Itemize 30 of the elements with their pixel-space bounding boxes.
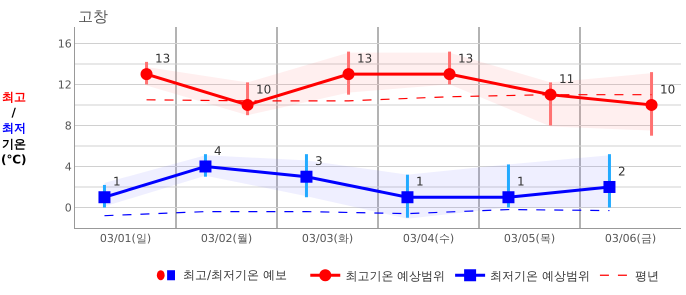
data-label: 3 bbox=[314, 154, 323, 168]
y-tick-label: 12 bbox=[58, 78, 72, 92]
x-tick-label: 03/03(화) bbox=[302, 232, 354, 246]
y-tick-label: 8 bbox=[64, 119, 72, 132]
y-tick-label: 4 bbox=[64, 160, 72, 174]
data-label: 13 bbox=[458, 52, 474, 66]
chart-title: 고창 bbox=[78, 7, 108, 26]
data-label: 4 bbox=[214, 144, 222, 158]
data-label: 1 bbox=[516, 174, 525, 189]
x-tick-label: 03/06(금) bbox=[604, 232, 656, 246]
x-tick-label: 03/01(일) bbox=[100, 232, 152, 246]
y-tick-label: 0 bbox=[64, 201, 72, 214]
data-label: 1 bbox=[112, 174, 121, 189]
data-label: 1 bbox=[416, 174, 424, 189]
line-series bbox=[104, 208, 610, 216]
data-label: 2 bbox=[618, 164, 626, 178]
data-label: 11 bbox=[559, 72, 574, 86]
y-axis-title: 최고/최저 기온 (℃) bbox=[1, 90, 26, 166]
y-tick-label: 16 bbox=[58, 37, 72, 50]
legend-label: 최저기온 예상범위 bbox=[490, 268, 590, 283]
data-label: 13 bbox=[155, 52, 170, 66]
data-label: 13 bbox=[357, 52, 372, 66]
data-label: 10 bbox=[256, 82, 272, 96]
x-tick-label: 03/05(목) bbox=[504, 232, 556, 246]
legend-label: 최고기온 예상범위 bbox=[345, 268, 446, 283]
x-tick-label: 03/02(월) bbox=[200, 232, 252, 246]
text: 최고/최저기온 예보 bbox=[183, 268, 287, 282]
legend-label: 평년 bbox=[634, 268, 659, 283]
data-label: 10 bbox=[660, 82, 676, 96]
x-tick-label: 03/04(수) bbox=[402, 232, 454, 246]
